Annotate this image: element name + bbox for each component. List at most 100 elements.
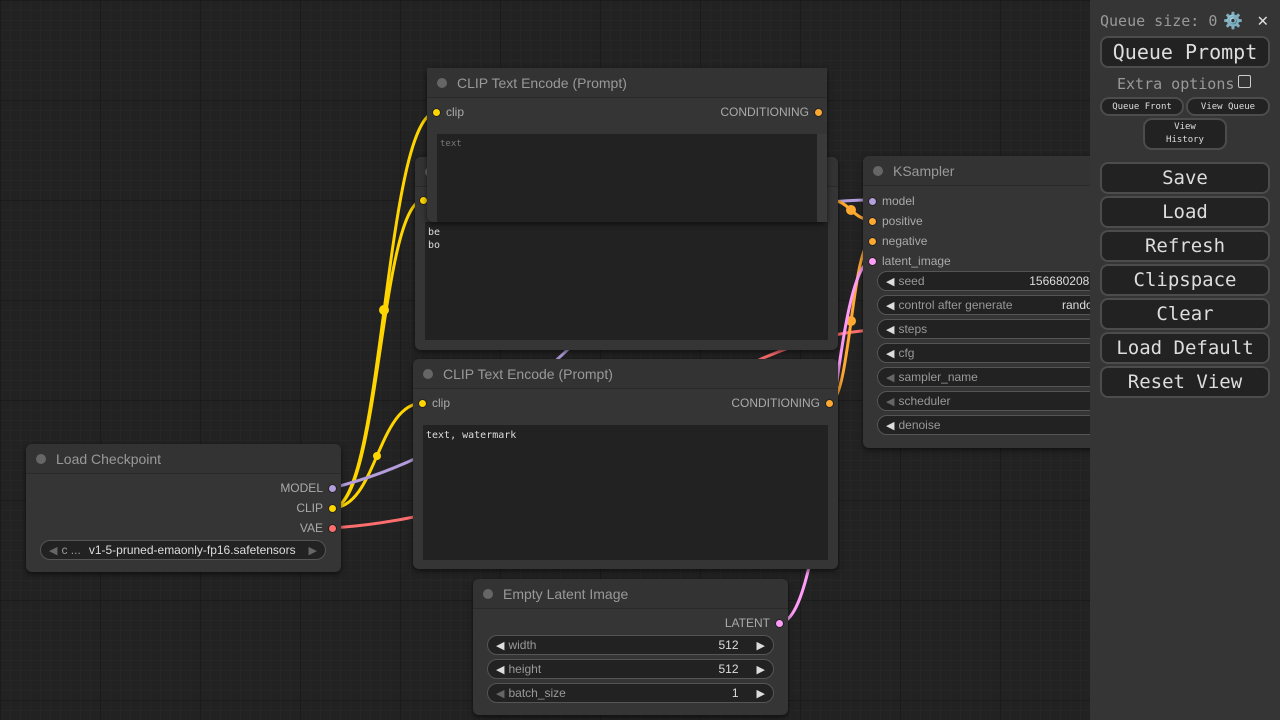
slot-dot[interactable] [432, 107, 441, 117]
arrow-left-icon[interactable]: ◀ [496, 687, 505, 700]
input-latent-image[interactable]: latent_image [868, 254, 951, 268]
slot-label: MODEL [280, 481, 323, 495]
save-button[interactable]: Save [1100, 162, 1270, 194]
node-title: Load Checkpoint [56, 450, 162, 467]
arrow-left-icon[interactable]: ◀ [886, 371, 895, 384]
wire-midpoint [846, 205, 856, 215]
output-model[interactable]: MODEL [280, 481, 337, 495]
wire-midpoint [373, 452, 381, 460]
slot-label: LATENT [724, 616, 770, 630]
collapse-dot[interactable] [36, 453, 46, 464]
width-widget[interactable]: ◀ width 512 ▶ [487, 635, 774, 655]
close-icon[interactable]: ✕ [1257, 10, 1269, 31]
widget-value: 1566802087 [1029, 274, 1096, 288]
arrow-right-icon[interactable]: ▶ [756, 687, 765, 700]
queue-front-button[interactable]: Queue Front [1100, 97, 1184, 116]
view-history-button[interactable]: View History [1143, 118, 1227, 150]
clip-text-encode-node-negative[interactable]: CLIP Text Encode (Prompt) clip CONDITION… [413, 359, 838, 569]
widget-value: 512 [718, 662, 739, 676]
collapse-dot[interactable] [437, 77, 447, 88]
input-positive[interactable]: positive [868, 214, 923, 228]
arrow-left-icon[interactable]: ◀ [886, 299, 895, 312]
queue-prompt-button[interactable]: Queue Prompt [1100, 36, 1270, 68]
queue-size-row: Queue size: 0 ⚙️ ✕ [1100, 10, 1268, 31]
clip-text-encode-node-positive[interactable]: CLIP Text Encode (Prompt) clip CONDITION… [427, 68, 827, 222]
output-conditioning[interactable]: CONDITIONING [720, 105, 823, 119]
output-clip[interactable]: CLIP [296, 501, 337, 515]
prompt-textarea[interactable]: text [437, 134, 817, 222]
node-title-bar[interactable]: CLIP Text Encode (Prompt) [427, 68, 827, 98]
arrow-left-icon[interactable]: ◀ [886, 275, 895, 288]
input-model[interactable]: model [868, 194, 915, 208]
clear-button[interactable]: Clear [1100, 298, 1270, 330]
slot-dot[interactable] [328, 503, 337, 513]
input-clip[interactable]: clip [418, 396, 450, 410]
arrow-left-icon[interactable]: ◀ [886, 323, 895, 336]
arrow-right-icon[interactable]: ▶ [756, 639, 765, 652]
slot-label: model [882, 194, 915, 208]
widget-label: cfg [898, 346, 915, 360]
slot-dot[interactable] [868, 256, 877, 266]
extra-options-checkbox[interactable] [1238, 74, 1252, 88]
slot-dot[interactable] [418, 398, 427, 408]
slot-label: clip [446, 105, 465, 119]
widget-value: 1 [731, 686, 739, 700]
clipspace-button[interactable]: Clipspace [1100, 264, 1270, 296]
slot-dot[interactable] [868, 196, 877, 206]
arrow-left-icon[interactable]: ◀ [886, 395, 895, 408]
height-widget[interactable]: ◀ height 512 ▶ [487, 659, 774, 679]
slot-dot[interactable] [328, 523, 337, 533]
prompt-textarea[interactable]: text, watermark [423, 425, 828, 560]
input-negative[interactable]: negative [868, 234, 927, 248]
arrow-left-icon[interactable]: ◀ [496, 663, 505, 676]
gear-icon[interactable]: ⚙️ [1223, 11, 1244, 30]
arrow-left-icon[interactable]: ◀ [886, 419, 895, 432]
widget-label: control after generate [898, 298, 1013, 312]
slot-dot[interactable] [868, 216, 877, 226]
output-vae[interactable]: VAE [300, 521, 337, 535]
arrow-left-icon[interactable]: ◀ [49, 544, 58, 557]
load-button[interactable]: Load [1100, 196, 1270, 228]
arrow-left-icon[interactable]: ◀ [496, 639, 505, 652]
slot-dot[interactable] [328, 483, 337, 493]
slot-dot[interactable] [814, 107, 823, 117]
reset-view-button[interactable]: Reset View [1100, 366, 1270, 398]
text-line: bo [428, 240, 441, 251]
load-default-button[interactable]: Load Default [1100, 332, 1270, 364]
slot-dot[interactable] [775, 618, 784, 628]
widget-label: denoise [898, 418, 941, 432]
arrow-left-icon[interactable]: ◀ [886, 347, 895, 360]
load-checkpoint-node[interactable]: Load Checkpoint MODEL CLIP VAE ◀ c ... v1… [26, 444, 341, 572]
widget-label: steps [898, 322, 928, 336]
widget-label: sampler_name [898, 370, 978, 384]
slot-label: clip [432, 396, 451, 410]
collapse-dot[interactable] [873, 165, 883, 176]
wire-clip-back [331, 198, 425, 510]
arrow-right-icon[interactable]: ▶ [308, 544, 317, 557]
empty-latent-image-node[interactable]: Empty Latent Image LATENT ◀ width 512 ▶ ◀ he… [473, 579, 788, 715]
node-title: KSampler [893, 162, 955, 179]
output-conditioning[interactable]: CONDITIONING [731, 396, 834, 410]
ckpt-name-combo[interactable]: ◀ c ... v1-5-pruned-emaonly-fp16.safetens… [40, 540, 326, 560]
collapse-dot[interactable] [423, 368, 433, 379]
node-title-bar[interactable]: CLIP Text Encode (Prompt) [413, 359, 838, 389]
output-latent[interactable]: LATENT [725, 616, 784, 630]
prompt-textarea[interactable]: be bo [425, 222, 828, 340]
node-title: CLIP Text Encode (Prompt) [443, 365, 613, 382]
refresh-button[interactable]: Refresh [1100, 230, 1270, 262]
textarea-scrollbar[interactable] [817, 134, 827, 222]
view-queue-button[interactable]: View Queue [1186, 97, 1270, 116]
node-title-bar[interactable]: Empty Latent Image [473, 579, 788, 609]
node-title: Empty Latent Image [503, 585, 629, 602]
batch-size-widget[interactable]: ◀ batch_size 1 ▶ [487, 683, 774, 703]
slot-dot[interactable] [868, 236, 877, 246]
arrow-right-icon[interactable]: ▶ [756, 663, 765, 676]
slot-label: CLIP [296, 501, 323, 515]
slot-dot[interactable] [825, 398, 834, 408]
collapse-dot[interactable] [483, 588, 493, 599]
node-title-bar[interactable]: Load Checkpoint [26, 444, 341, 474]
input-clip[interactable]: clip [432, 105, 464, 119]
extra-options-label: Extra options [1117, 75, 1235, 93]
slot-label: CONDITIONING [720, 105, 809, 119]
slot-label: VAE [299, 521, 323, 535]
